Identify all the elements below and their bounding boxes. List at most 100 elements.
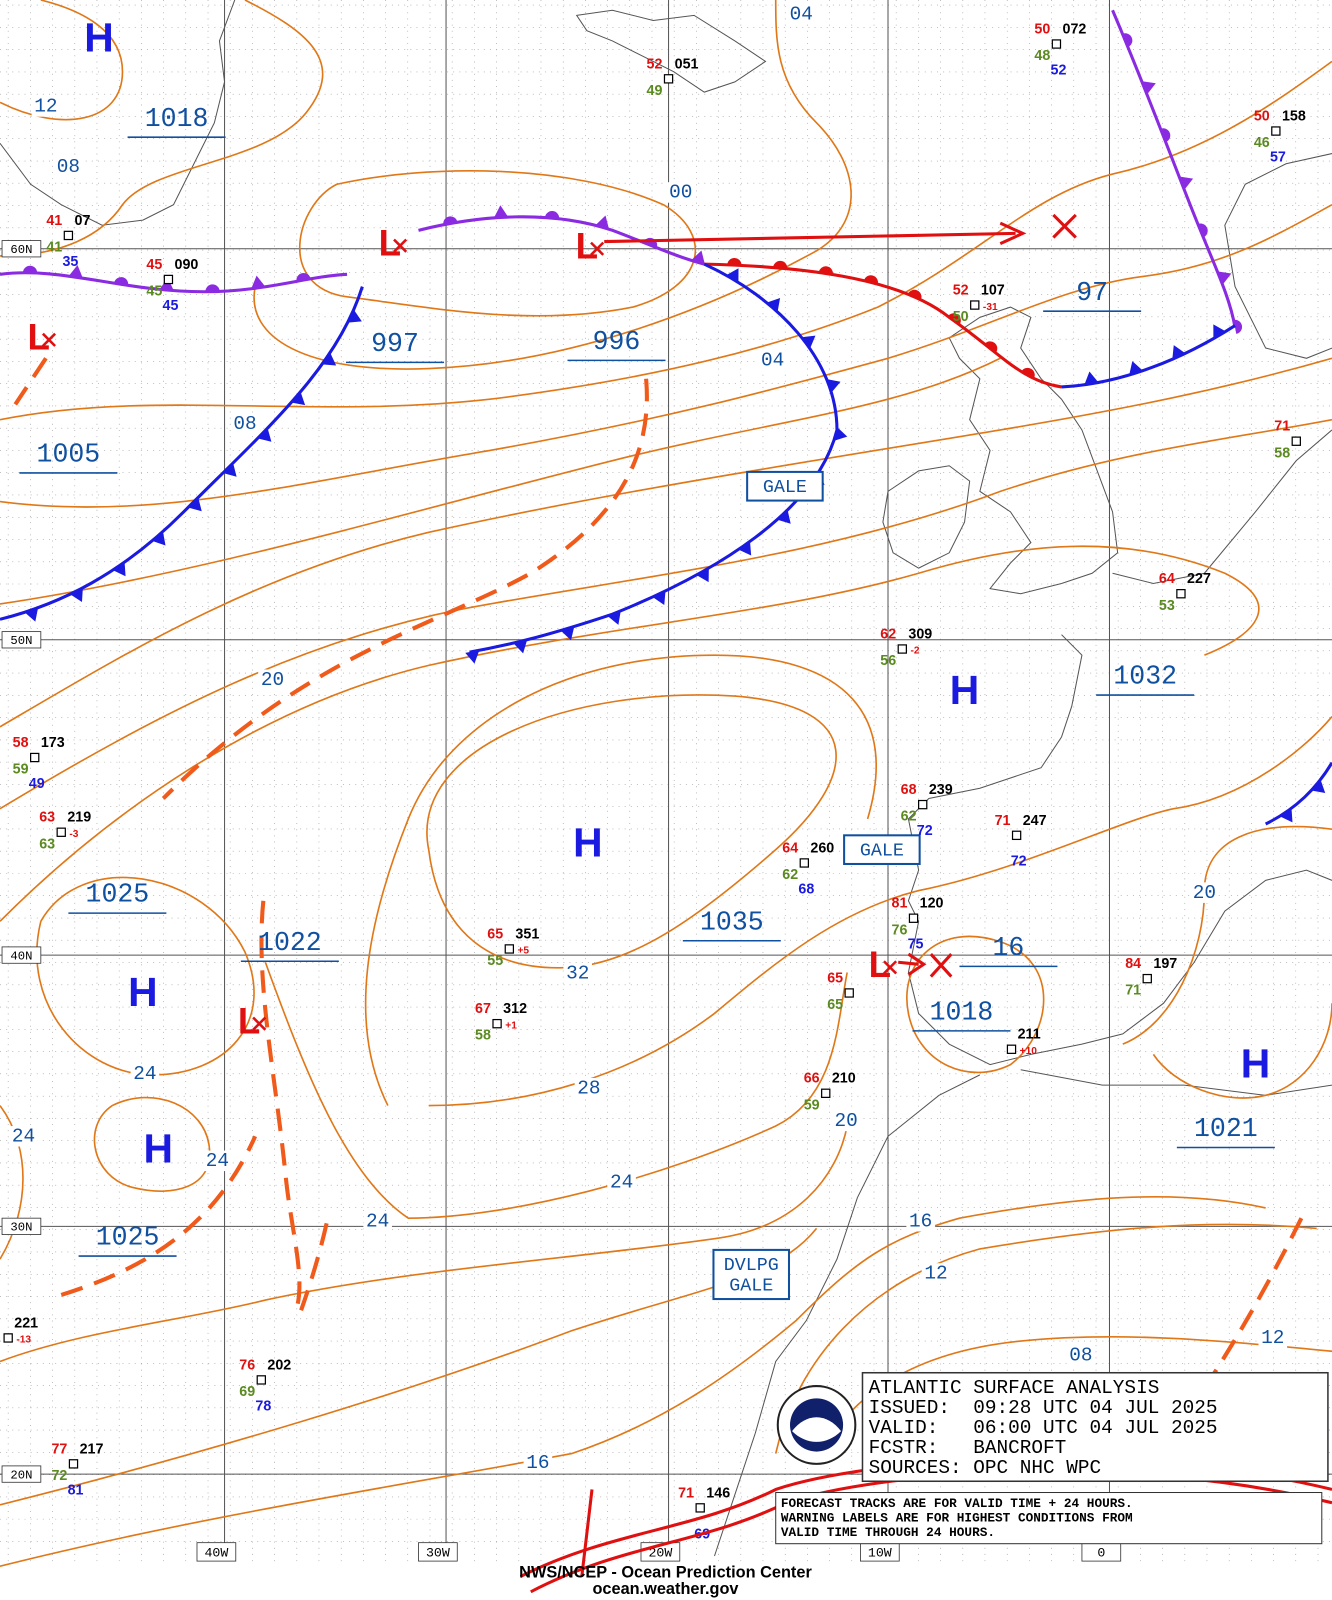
station-marker	[897, 644, 907, 654]
front-triangle	[24, 607, 39, 622]
low-x	[252, 1016, 267, 1031]
isobar-label-bg	[831, 1110, 861, 1132]
station-marker	[821, 1088, 831, 1098]
logo-gull	[792, 1417, 842, 1442]
isobar-label: 24	[206, 1150, 229, 1172]
isobar-label: 04	[761, 349, 784, 371]
isobar	[0, 60, 1332, 421]
front-triangle	[291, 391, 306, 406]
front-semicircle	[114, 277, 129, 286]
warning-label: GALE	[763, 477, 807, 498]
front-semicircle	[1233, 319, 1243, 334]
front-triangle	[347, 309, 362, 323]
isobar-label-bg	[1258, 1327, 1288, 1349]
station-temp: 81	[892, 896, 908, 912]
front-semicircle	[22, 265, 38, 274]
note-line: VALID TIME THROUGH 24 HOURS.	[781, 1525, 995, 1540]
isobar-label: 08	[1069, 1344, 1092, 1366]
station-pressure: 120	[920, 896, 944, 912]
station-marker	[63, 230, 74, 241]
lon-label: 30W	[426, 1545, 450, 1560]
station-wind: 49	[29, 776, 45, 792]
front-triangle	[70, 587, 83, 602]
isobar-label: 16	[526, 1452, 549, 1474]
station-pressure: 197	[1153, 956, 1177, 972]
info-line: ATLANTIC SURFACE ANALYSIS	[869, 1377, 1160, 1399]
station-dew: 46	[1254, 135, 1270, 151]
station-dew: 71	[1125, 983, 1141, 999]
center-pressure: 1032	[1113, 662, 1177, 692]
lat-label-box	[1, 631, 42, 649]
station-temp: 71	[678, 1485, 694, 1501]
track-line	[580, 1489, 594, 1577]
trough	[259, 900, 302, 1311]
station-pressure: 090	[175, 257, 199, 273]
station-dew: 72	[51, 1468, 67, 1484]
front-triangle	[560, 626, 575, 641]
isobar	[0, 418, 1332, 810]
station-pressure: 107	[981, 282, 1005, 298]
front-triangle	[826, 379, 841, 393]
station-tendency: -31	[983, 302, 998, 313]
front-triangle	[152, 531, 166, 546]
info-box	[861, 1371, 1329, 1483]
station-marker	[908, 913, 919, 923]
station-marker	[68, 1459, 79, 1469]
isobar-label: 00	[669, 182, 692, 204]
isobar	[93, 1096, 211, 1192]
track-arrow	[898, 960, 919, 966]
lat-label: 20N	[10, 1468, 32, 1482]
isobar	[0, 0, 324, 257]
station-dew: 59	[804, 1097, 820, 1113]
isobar-label-bg	[666, 182, 696, 203]
front-triangle	[1129, 361, 1143, 375]
isobar-label-bg	[31, 96, 61, 117]
lon-label-box	[196, 1542, 237, 1562]
front-triangle	[465, 650, 480, 664]
high-center: H	[1241, 1040, 1270, 1086]
front-triangle	[1172, 345, 1186, 360]
center-pressure: 1022	[258, 928, 322, 958]
front-triangle	[1084, 371, 1099, 385]
station-marker	[1291, 436, 1301, 446]
station-wind: 78	[255, 1398, 271, 1414]
isobar-label-bg	[258, 669, 287, 690]
isobar-label-bg	[523, 1452, 553, 1474]
noaa-logo	[776, 1385, 857, 1465]
lon-label: 10W	[868, 1545, 892, 1560]
station-pressure: 312	[503, 1001, 527, 1017]
front-semicircle	[1021, 367, 1035, 379]
low-center: L	[576, 225, 598, 266]
isobar-label: 04	[790, 3, 813, 25]
station-pressure: 072	[1063, 21, 1087, 37]
front-semicircle	[1197, 223, 1208, 238]
station-marker	[504, 944, 515, 954]
station-pressure: 173	[41, 735, 65, 751]
front-semicircle	[205, 284, 220, 292]
forecast-tracks	[604, 213, 1077, 978]
warning-label: DVLPG	[724, 1255, 779, 1276]
high-center: H	[950, 667, 979, 713]
front-line	[1264, 761, 1332, 826]
lat-label-box	[1, 1465, 42, 1483]
station-temp: 45	[146, 257, 162, 273]
station-pressure: 146	[706, 1485, 730, 1501]
isobar	[364, 654, 877, 1106]
isobar-label-bg	[758, 350, 787, 371]
station-pressure: 211	[1018, 1027, 1041, 1043]
lat-label-box	[1, 946, 42, 964]
isobar	[0, 357, 1332, 728]
mediterranean-coast	[1020, 1069, 1332, 1096]
station-temp: 62	[880, 626, 896, 642]
isobar	[0, 1125, 848, 1363]
station-dew: 62	[901, 809, 917, 825]
footer-line: ocean.weather.gov	[592, 1580, 739, 1598]
station-dew: 56	[880, 653, 896, 669]
front-semicircle	[1122, 33, 1133, 48]
station-pressure: 217	[80, 1441, 104, 1457]
isobar	[1152, 1003, 1332, 1099]
front-triangle	[322, 352, 337, 366]
station-pressure: 051	[675, 56, 699, 72]
front-triangle	[188, 497, 202, 512]
